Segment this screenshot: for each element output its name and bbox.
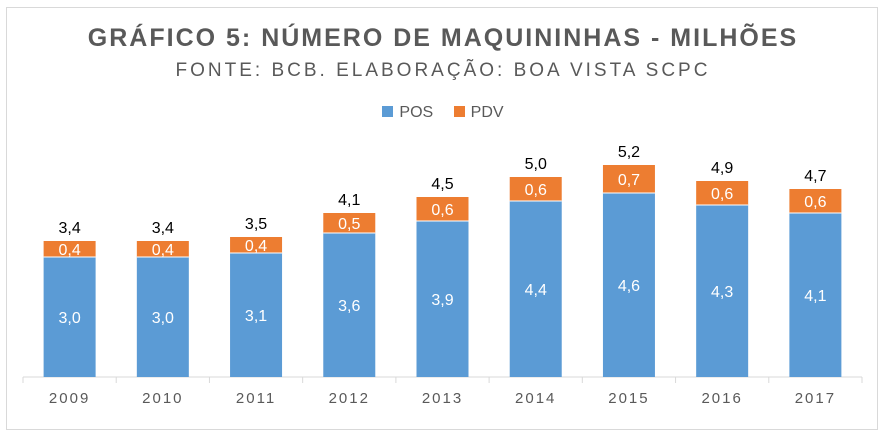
chart-subtitle: FONTE: BCB. ELABORAÇÃO: BOA VISTA SCPC [175, 60, 711, 81]
x-tick-label-2016: 2016 [701, 390, 742, 407]
total-label-2012: 4,1 [338, 192, 360, 209]
total-label-2013: 4,5 [431, 176, 453, 193]
total-label-2010: 3,4 [152, 220, 174, 237]
data-label-pos-2011: 3,1 [245, 308, 267, 325]
data-label-pos-2010: 3,0 [152, 310, 174, 327]
total-label-2009: 3,4 [58, 220, 80, 237]
data-label-pdv-2015: 0,7 [618, 172, 640, 189]
chart-frame [6, 7, 878, 430]
legend-label-pos: POS [399, 104, 434, 121]
chart-title: GRÁFICO 5: NÚMERO DE MAQUININHAS - MILHÕ… [87, 24, 799, 52]
bar-pdv-2010 [136, 241, 189, 257]
data-label-pdv-2014: 0,6 [525, 182, 547, 199]
bar-pdv-2014 [509, 177, 562, 201]
bar-pdv-2017 [789, 189, 842, 213]
bar-pos-2014 [509, 201, 562, 377]
data-label-pos-2014: 4,4 [525, 282, 547, 299]
legend-swatch-pdv [453, 106, 465, 117]
data-label-pdv-2009: 0,4 [58, 242, 80, 259]
bar-pos-2011 [230, 253, 283, 377]
data-label-pdv-2010: 0,4 [152, 242, 174, 259]
x-tick-label-2014: 2014 [515, 390, 556, 407]
bar-pos-2015 [602, 193, 655, 377]
bar-pos-2017 [789, 213, 842, 377]
data-label-pdv-2013: 0,6 [431, 202, 453, 219]
data-label-pdv-2011: 0,4 [245, 238, 267, 255]
legend-item-pdv: PDV [453, 104, 504, 122]
bar-pdv-2009 [43, 241, 96, 257]
total-label-2017: 4,7 [804, 168, 826, 185]
bar-pdv-2016 [696, 181, 749, 205]
data-label-pdv-2012: 0,5 [338, 216, 360, 233]
legend-item-pos: POS [382, 104, 433, 122]
total-label-2014: 5,0 [525, 156, 547, 173]
x-tick-label-2017: 2017 [795, 390, 836, 407]
bar-pdv-2013 [416, 197, 469, 221]
x-tick-label-2012: 2012 [329, 390, 370, 407]
legend-swatch-pos [382, 106, 394, 117]
bar-pdv-2012 [323, 213, 376, 233]
bar-pos-2016 [696, 205, 749, 377]
x-tick-label-2009: 2009 [49, 390, 90, 407]
total-label-2011: 3,5 [245, 216, 267, 233]
bar-pos-2010 [136, 257, 189, 377]
bar-pos-2009 [43, 257, 96, 377]
x-tick-label-2010: 2010 [142, 390, 183, 407]
legend-label-pdv: PDV [470, 104, 504, 121]
data-label-pos-2012: 3,6 [338, 298, 360, 315]
bar-pdv-2015 [602, 165, 655, 193]
data-label-pos-2013: 3,9 [431, 292, 453, 309]
data-label-pos-2015: 4,6 [618, 278, 640, 295]
bar-pos-2013 [416, 221, 469, 377]
data-label-pdv-2016: 0,6 [711, 186, 733, 203]
total-label-2015: 5,2 [618, 144, 640, 161]
total-label-2016: 4,9 [711, 160, 733, 177]
x-tick-label-2015: 2015 [608, 390, 649, 407]
data-label-pos-2017: 4,1 [804, 288, 826, 305]
data-label-pos-2016: 4,3 [711, 284, 733, 301]
bar-pos-2012 [323, 233, 376, 377]
x-tick-label-2013: 2013 [422, 390, 463, 407]
data-label-pos-2009: 3,0 [58, 310, 80, 327]
chart-legend: POS PDV [0, 104, 886, 122]
bar-pdv-2011 [230, 237, 283, 253]
data-label-pdv-2017: 0,6 [804, 194, 826, 211]
x-tick-label-2011: 2011 [236, 390, 276, 407]
